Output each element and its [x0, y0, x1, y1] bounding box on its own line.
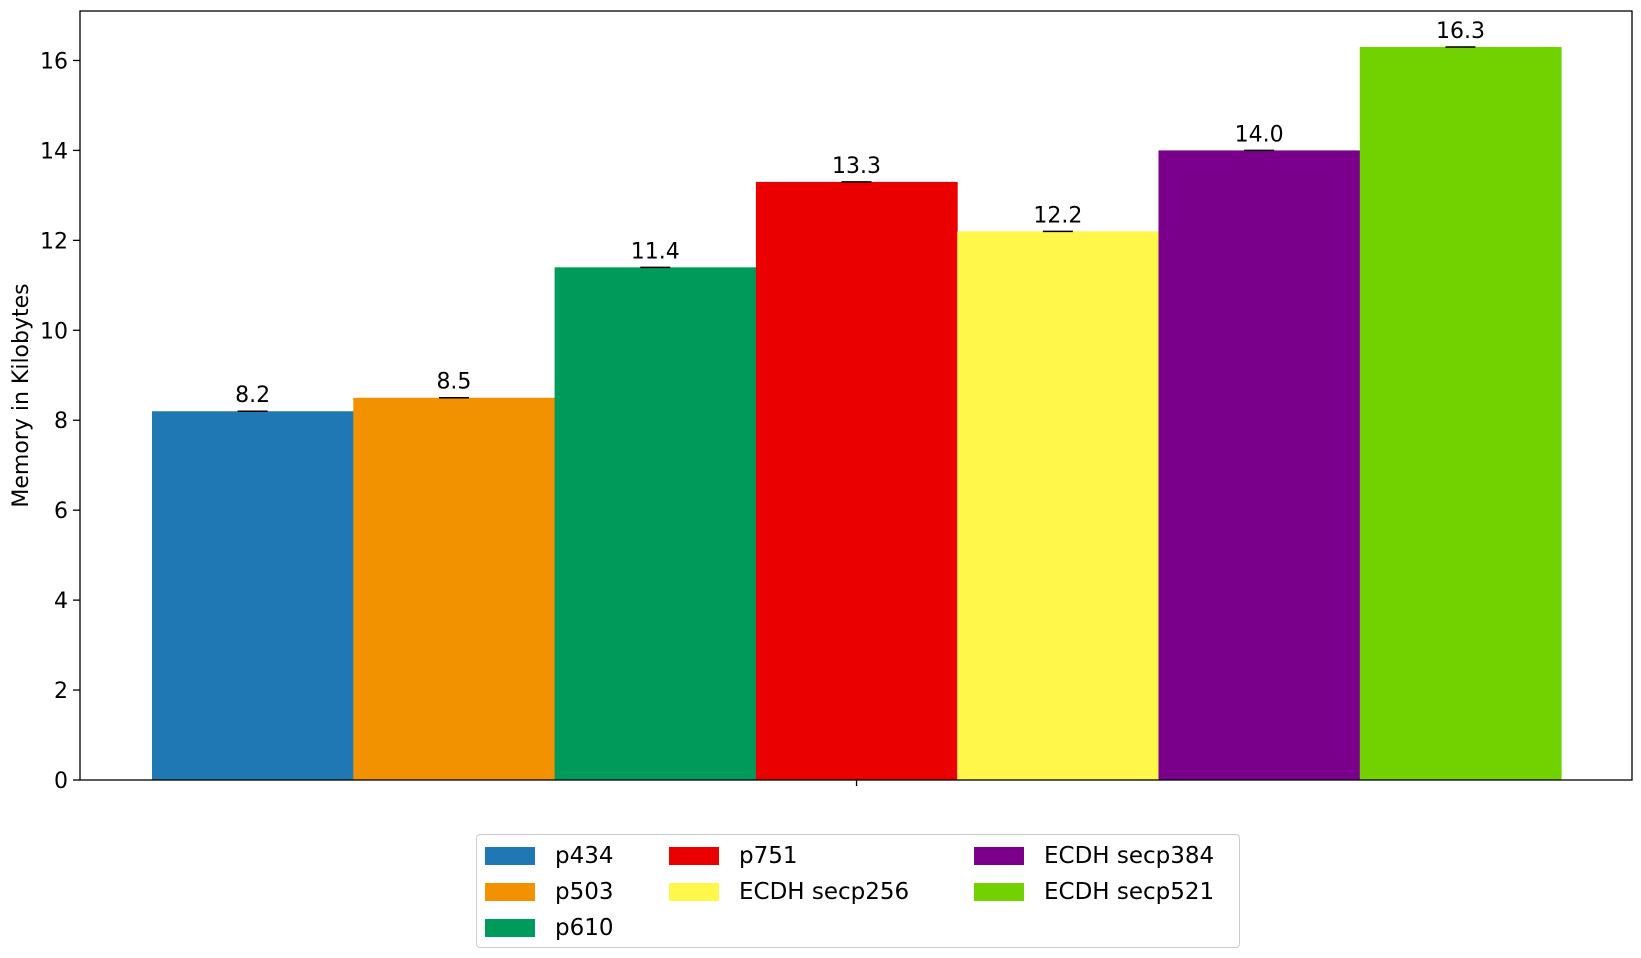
bar-value-label: 14.0	[1235, 122, 1284, 147]
bar-ecdh-secp256	[957, 231, 1159, 781]
legend-item: ECDH secp256	[669, 877, 909, 907]
y-tick-label: 12	[40, 229, 68, 254]
legend-label: ECDH secp521	[1044, 879, 1215, 905]
legend-swatch	[974, 847, 1024, 865]
y-axis-ticks: 0 2 4 6 8 10 12 14 16	[40, 49, 80, 794]
legend-label: p434	[555, 843, 614, 869]
legend-swatch	[485, 919, 535, 937]
bar-ecdh-secp384	[1158, 150, 1361, 780]
bar-value-label: 12.2	[1033, 203, 1082, 228]
y-tick-label: 14	[40, 139, 68, 164]
bar-ecdh-secp521	[1359, 46, 1562, 780]
y-tick-label: 4	[54, 589, 68, 614]
legend-swatch	[669, 847, 719, 865]
y-tick-label: 10	[40, 319, 68, 344]
y-tick-label: 0	[54, 769, 68, 794]
y-axis-title: Memory in Kilobytes	[9, 283, 34, 507]
legend-swatch	[485, 883, 535, 901]
bar-p434	[152, 411, 354, 780]
legend-item: p751	[669, 841, 798, 871]
legend-swatch	[669, 883, 719, 901]
legend-label: ECDH secp256	[739, 879, 910, 905]
legend-label: p503	[555, 879, 614, 905]
legend-swatch	[974, 883, 1024, 901]
legend: p434 p503 p610 p751 ECDH secp256 ECDH secp384…	[476, 834, 1240, 948]
bar-value-labels: 8.2 8.5 11.4 13.3 12.2 14.0 16.3	[235, 19, 1485, 408]
y-tick-label: 8	[54, 409, 68, 434]
bar-p503	[353, 397, 556, 780]
legend-swatch	[485, 847, 535, 865]
y-tick-label: 2	[54, 679, 68, 704]
bar-p751	[755, 181, 958, 780]
bar-value-label: 16.3	[1436, 19, 1485, 44]
legend-label: ECDH secp384	[1044, 843, 1215, 869]
bar-value-label: 13.3	[832, 154, 881, 179]
bar-p610	[554, 267, 757, 780]
legend-item: p503	[485, 877, 614, 907]
legend-item: ECDH secp521	[974, 877, 1214, 907]
bar-value-label: 8.5	[436, 370, 471, 395]
bar-value-label: 11.4	[631, 239, 680, 264]
legend-item: ECDH secp384	[974, 841, 1214, 871]
error-bars	[237, 46, 1476, 412]
y-tick-label: 6	[54, 499, 68, 524]
legend-label: p751	[739, 843, 798, 869]
bar-value-label: 8.2	[235, 383, 270, 408]
legend-item: p610	[485, 913, 614, 943]
bars	[152, 46, 1562, 781]
legend-label: p610	[555, 915, 614, 941]
y-tick-label: 16	[40, 49, 68, 74]
legend-item: p434	[485, 841, 614, 871]
